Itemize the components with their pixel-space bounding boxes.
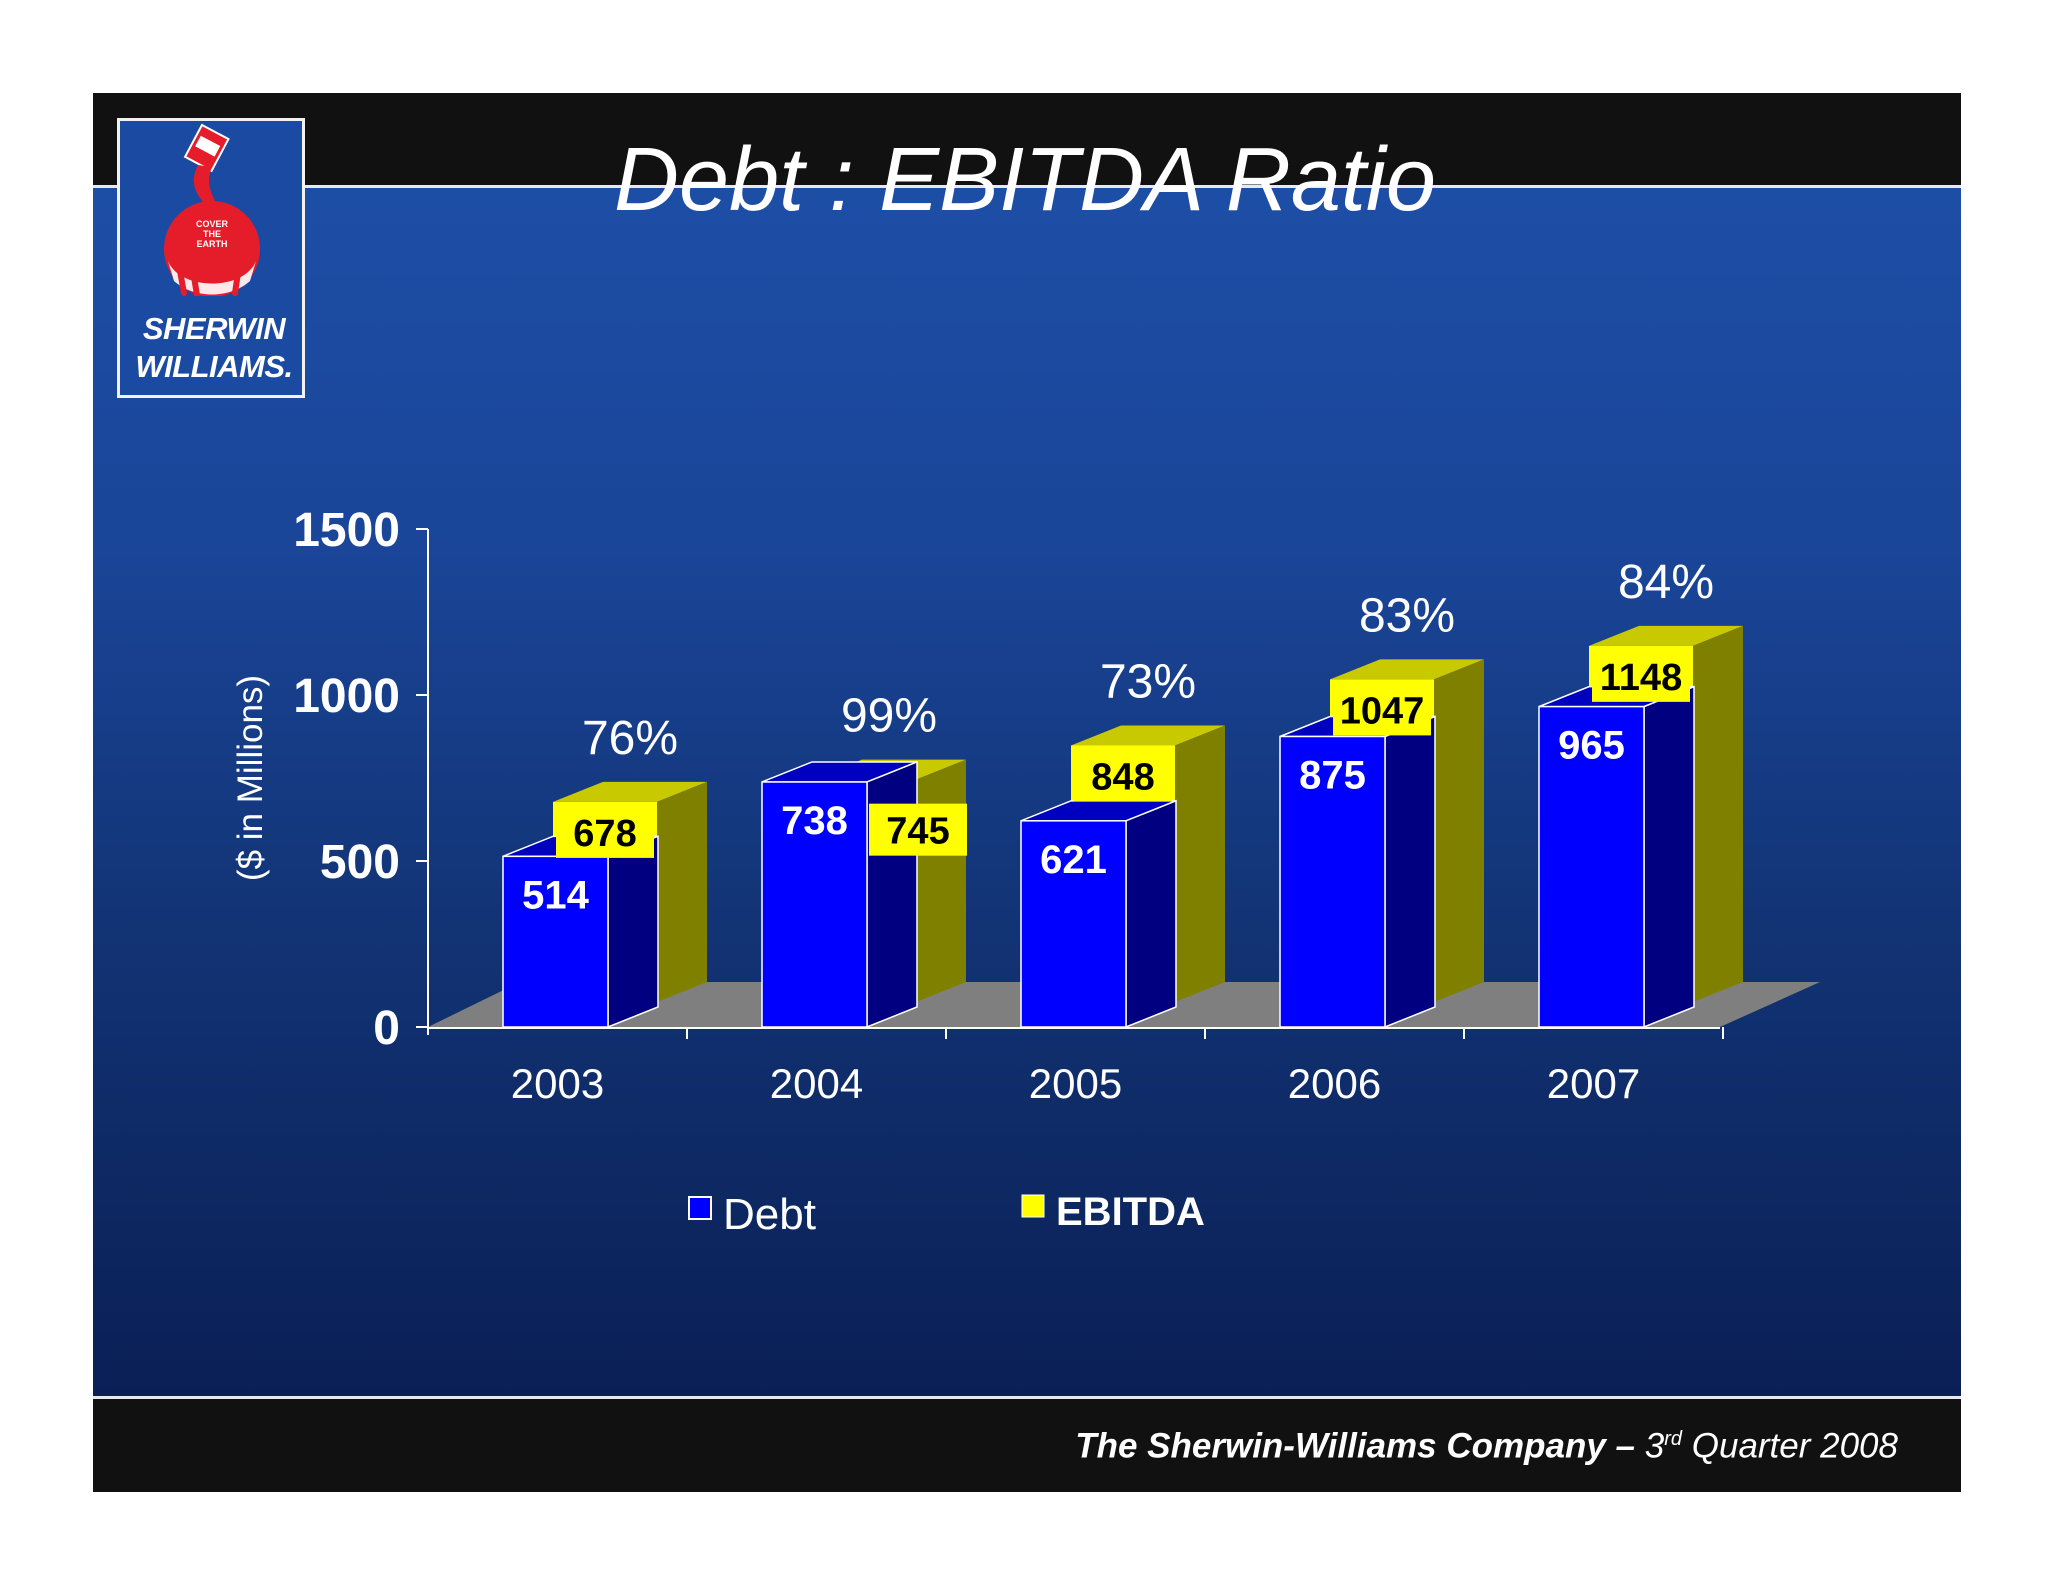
ebitda-value-box — [1592, 649, 1690, 702]
debt-value-label: 621 — [1040, 838, 1107, 882]
y-tick-label: 0 — [373, 1002, 400, 1055]
footer-ordinal-suffix: rd — [1664, 1428, 1683, 1450]
slide-title: Debt : EBITDA Ratio — [614, 130, 1436, 230]
ratio-label: 84% — [1618, 556, 1714, 609]
debt-bar-front — [1020, 820, 1127, 1028]
top-band — [93, 93, 1961, 185]
debt-bar-front — [502, 855, 609, 1028]
debt-bar-front — [1538, 705, 1645, 1028]
cover-the-earth-icon: COVER THE EARTH — [164, 123, 260, 296]
y-tick-label: 1500 — [293, 504, 400, 557]
x-tick-label: 2005 — [1029, 1060, 1122, 1107]
ebitda-bar-top — [1330, 659, 1484, 680]
ebitda-bar-top — [553, 781, 707, 802]
x-tick-label: 2006 — [1288, 1060, 1381, 1107]
top-divider — [93, 185, 1961, 188]
legend-swatch-ebitda — [1021, 1194, 1045, 1218]
bottom-divider — [93, 1396, 1961, 1399]
x-tick-label: 2004 — [770, 1060, 863, 1107]
y-tick-label: 500 — [320, 836, 400, 889]
ratio-label: 76% — [582, 712, 678, 765]
footer-text: The Sherwin-Williams Company – 3rd Quart… — [1075, 1409, 1898, 1477]
ebitda-bar-top — [1589, 625, 1743, 646]
badge-line2: THE — [203, 229, 221, 239]
debt-bar-side — [1125, 799, 1177, 1029]
ebitda-value-box — [1074, 749, 1172, 802]
ebitda-value-box — [556, 805, 654, 858]
y-tick-label: 1000 — [293, 670, 400, 723]
legend-label-debt: Debt — [723, 1190, 816, 1239]
legend-swatch-debt — [688, 1196, 712, 1220]
ebitda-bar-side — [1175, 725, 1225, 1002]
badge-line1: COVER — [196, 219, 229, 229]
debt-value-label: 738 — [781, 799, 848, 843]
logo-wordmark-line1: SHERWIN — [142, 311, 286, 346]
debt-bar-side — [1643, 685, 1695, 1029]
debt-bar-front — [761, 781, 868, 1028]
ebitda-bar-side — [657, 781, 707, 1002]
debt-bar-front — [1279, 735, 1386, 1028]
ebitda-value-label: 1047 — [1340, 690, 1425, 732]
ratio-label: 99% — [841, 690, 937, 743]
debt-value-label: 875 — [1299, 754, 1366, 798]
footer-period: Quarter 2008 — [1691, 1426, 1898, 1466]
debt-bar-side — [866, 760, 918, 1029]
legend-label-ebitda: EBITDA — [1056, 1190, 1205, 1234]
footer-company: The Sherwin-Williams Company – — [1075, 1426, 1636, 1466]
ebitda-value-box — [1333, 683, 1431, 736]
sherwin-williams-logo: COVER THE EARTH SHERWIN WILLIAMS. — [117, 118, 305, 398]
ebitda-value-label: 848 — [1091, 756, 1154, 798]
badge-line3: EARTH — [197, 239, 228, 249]
x-tick-label: 2007 — [1547, 1060, 1640, 1107]
ratio-label: 73% — [1100, 655, 1196, 708]
debt-bar-side — [1384, 715, 1436, 1029]
x-tick-label: 2003 — [511, 1060, 604, 1107]
bottom-band — [93, 1399, 1961, 1492]
y-axis-label: ($ in Millions) — [231, 675, 270, 881]
ebitda-value-label: 1148 — [1600, 657, 1682, 699]
debt-bar-side — [607, 835, 659, 1029]
ebitda-value-label: 745 — [886, 811, 949, 853]
debt-value-label: 514 — [522, 873, 589, 917]
ebitda-value-box — [869, 803, 967, 856]
logo-wordmark-line2: WILLIAMS. — [135, 349, 293, 384]
debt-value-label: 965 — [1558, 724, 1625, 768]
ebitda-bar-top — [1071, 725, 1225, 746]
footer-ordinal: 3 — [1644, 1426, 1665, 1466]
ebitda-bar-side — [1434, 659, 1484, 1002]
ebitda-bar-side — [1693, 625, 1743, 1002]
ebitda-bar-side — [916, 759, 966, 1002]
ratio-label: 83% — [1359, 589, 1455, 642]
ebitda-value-label: 678 — [573, 813, 636, 855]
